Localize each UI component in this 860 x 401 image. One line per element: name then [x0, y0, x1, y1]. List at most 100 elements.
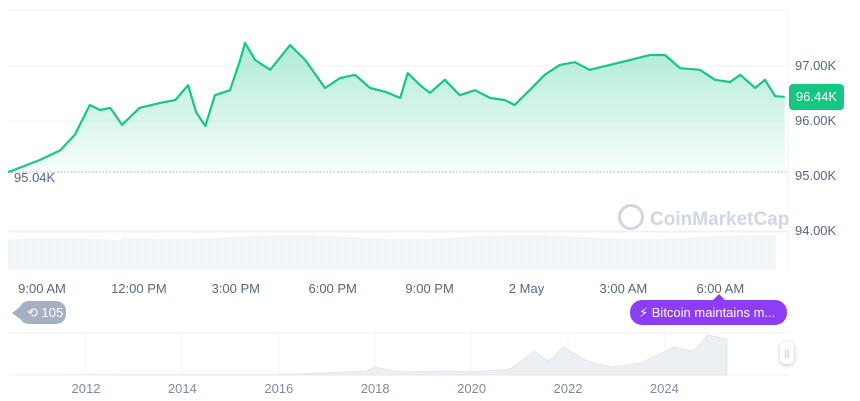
- volume-bar: [272, 235, 274, 270]
- events-history-button[interactable]: ⟲ 105: [12, 301, 66, 324]
- volume-bar: [690, 237, 692, 270]
- volume-bar: [288, 235, 290, 270]
- volume-bar: [296, 235, 298, 270]
- volume-bar: [306, 235, 308, 270]
- volume-bar: [466, 236, 468, 270]
- volume-bar: [260, 235, 262, 270]
- volume-bar: [744, 235, 746, 270]
- volume-bar: [326, 235, 328, 270]
- volume-bar: [94, 238, 96, 270]
- volume-bar: [164, 238, 166, 270]
- navigator-handle[interactable]: ||: [780, 342, 794, 364]
- volume-bar: [170, 238, 172, 270]
- y-tick-label: 96.00K: [795, 113, 837, 128]
- volume-bar: [686, 237, 688, 270]
- volume-bar: [78, 238, 80, 270]
- volume-bar: [190, 238, 192, 270]
- volume-bar: [256, 235, 258, 270]
- volume-bar: [482, 236, 484, 270]
- volume-bar: [722, 235, 724, 270]
- volume-bar: [406, 238, 408, 270]
- volume-bar: [514, 235, 516, 270]
- volume-bar: [520, 235, 522, 270]
- volume-bar: [114, 239, 116, 270]
- volume-bar: [410, 238, 412, 270]
- volume-bar: [230, 237, 232, 270]
- volume-bar: [320, 235, 322, 270]
- volume-bar: [418, 238, 420, 270]
- volume-bar: [118, 240, 120, 270]
- volume-bar: [104, 239, 106, 270]
- volume-bar: [198, 238, 200, 270]
- volume-bar: [624, 238, 626, 270]
- volume-bar: [576, 236, 578, 270]
- x-tick-label: 9:00 PM: [405, 281, 454, 296]
- volume-bar: [284, 235, 286, 270]
- volume-bar: [622, 238, 624, 270]
- volume-bar: [116, 239, 118, 270]
- volume-bar: [724, 235, 726, 270]
- news-event-pill[interactable]: ⚡︎ Bitcoin maintains m...: [630, 294, 787, 325]
- volume-bar: [694, 237, 696, 270]
- volume-bar: [224, 237, 226, 270]
- volume-bar: [608, 238, 610, 270]
- volume-bar: [180, 238, 182, 270]
- volume-bar: [100, 239, 102, 270]
- volume-bar: [98, 239, 100, 270]
- volume-bar: [678, 238, 680, 270]
- volume-bar: [226, 237, 228, 270]
- volume-bar: [562, 236, 564, 270]
- volume-bar: [200, 238, 202, 270]
- volume-bar: [426, 238, 428, 270]
- volume-bar: [590, 237, 592, 270]
- volume-bar: [754, 235, 756, 270]
- volume-bar: [646, 238, 648, 270]
- volume-bar: [600, 237, 602, 270]
- volume-bar: [388, 238, 390, 270]
- volume-bar: [338, 236, 340, 270]
- volume-bar: [496, 235, 498, 270]
- volume-bar: [712, 236, 714, 270]
- volume-bar: [308, 235, 310, 270]
- volume-bar: [58, 238, 60, 270]
- volume-bar: [460, 237, 462, 270]
- volume-bar: [46, 238, 48, 270]
- volume-bar: [604, 238, 606, 270]
- volume-bar: [340, 236, 342, 270]
- volume-bar: [96, 238, 98, 270]
- volume-bar: [392, 238, 394, 270]
- volume-bar: [540, 235, 542, 270]
- volume-bar: [88, 238, 90, 270]
- volume-bar: [38, 238, 40, 270]
- volume-bar: [740, 235, 742, 270]
- volume-bar: [606, 238, 608, 270]
- volume-bar: [126, 237, 128, 270]
- volume-bar: [650, 238, 652, 270]
- volume-bar: [28, 238, 30, 270]
- volume-bar: [264, 235, 266, 270]
- volume-bar: [442, 238, 444, 270]
- volume-bar: [680, 237, 682, 270]
- volume-bar: [574, 236, 576, 270]
- volume-bar: [756, 235, 758, 270]
- volume-bar: [580, 236, 582, 270]
- volume-bar: [504, 235, 506, 270]
- volume-bar: [330, 236, 332, 270]
- volume-bar: [746, 235, 748, 270]
- volume-bar: [276, 235, 278, 270]
- volume-bar: [572, 236, 574, 270]
- volume-bar: [362, 237, 364, 270]
- volume-bar: [240, 236, 242, 270]
- volume-bar: [612, 238, 614, 270]
- volume-bar: [262, 235, 264, 270]
- volume-bar: [364, 237, 366, 270]
- volume-bar: [196, 238, 198, 270]
- volume-bar: [60, 238, 62, 270]
- volume-bar: [764, 235, 766, 270]
- volume-bar: [182, 238, 184, 270]
- volume-bar: [484, 236, 486, 270]
- volume-bar: [150, 238, 152, 270]
- volume-bar: [128, 237, 130, 270]
- volume-bar: [318, 235, 320, 270]
